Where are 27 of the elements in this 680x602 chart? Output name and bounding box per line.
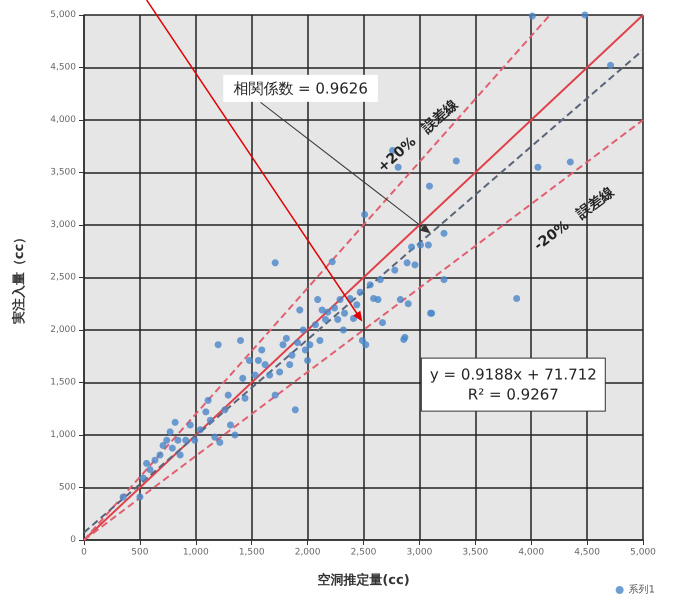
- x-tick-label: 1,500: [238, 548, 265, 558]
- y-tick-label: 1,500: [50, 378, 76, 388]
- y-tick-label: 4,000: [50, 115, 76, 125]
- y-tick-label: 0: [70, 535, 76, 545]
- x-tick-label: 4,000: [518, 548, 544, 558]
- x-tick-label: 500: [131, 548, 149, 558]
- y-tick-label: 1,000: [50, 430, 76, 440]
- y-tick-label: 2,000: [50, 325, 76, 335]
- x-tick-label: 1,000: [182, 548, 209, 558]
- y-tick-label: 4,500: [50, 62, 76, 72]
- y-tick-label: 2,500: [50, 272, 76, 282]
- y-tick-label: 500: [58, 482, 76, 492]
- x-tick-label: 2,500: [350, 548, 377, 558]
- y-axis-title: 実注入量（cc）: [11, 230, 27, 326]
- x-tick-label: 4,500: [574, 548, 600, 558]
- x-axis-title: 空洞推定量(cc): [317, 572, 410, 588]
- x-tick-label: 3,000: [406, 548, 433, 558]
- x-tick-label: 5,000: [630, 548, 656, 558]
- x-tick-label: 3,500: [462, 548, 488, 558]
- y-tick-label: 5,000: [50, 10, 76, 20]
- annotation: 相関係数 = 0.9626: [233, 79, 368, 98]
- y-tick-label: 3,500: [50, 168, 76, 178]
- legend-label: 系列1: [628, 584, 656, 596]
- x-tick-label: 0: [81, 548, 88, 558]
- y-tick-label: 3,000: [50, 220, 76, 230]
- x-tick-label: 2,000: [294, 548, 321, 558]
- annotation: y = 0.9188x + 71.712 R² = 0.9267: [430, 366, 597, 404]
